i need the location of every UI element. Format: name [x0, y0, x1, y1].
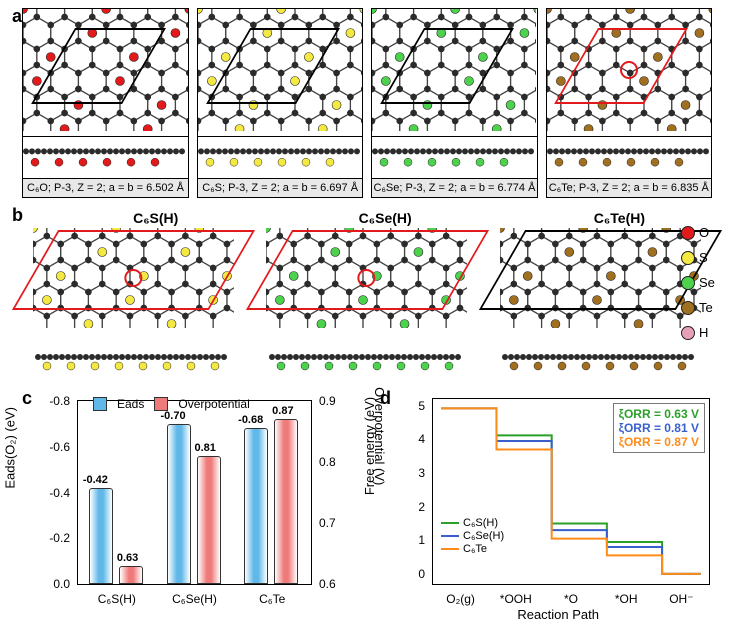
eta-row: ξORR = 0.63 V: [619, 407, 699, 421]
d-ytick: 0: [418, 567, 425, 581]
panel-a: C₆O; P-3, Z = 2; a = b = 6.502 Å C₆S; P-3…: [22, 8, 712, 198]
legend-row: Te: [681, 300, 731, 315]
xtick: C₆Se(H): [172, 592, 217, 606]
ytick-right: 0.7: [319, 516, 336, 530]
ytick-left: -0.8: [49, 394, 70, 408]
d-legend-row: C₆Te: [441, 543, 504, 555]
struct-caption: C₆S; P-3, Z = 2; a = b = 6.697 Å: [198, 179, 362, 197]
legend-text: Te: [699, 300, 713, 315]
panel-label-a: a: [12, 6, 22, 27]
bar-label: 0.63: [117, 552, 138, 564]
legend-icon: [681, 326, 695, 340]
ytick-right: 0.9: [319, 394, 336, 408]
ytick-right: 0.8: [319, 455, 336, 469]
d-ytick: 2: [418, 500, 425, 514]
bar-label: 0.87: [272, 405, 293, 417]
panel-b: C₆S(H) C₆Se(H) C₆Te(H): [22, 210, 712, 375]
bar-eads: [89, 488, 113, 584]
supercell-label: C₆Se(H): [359, 210, 412, 226]
legend-icon: [681, 301, 695, 315]
supercell-label: C₆S(H): [133, 210, 178, 226]
legend-icon: [681, 251, 695, 265]
bar-label: 0.81: [195, 442, 216, 454]
legend: OS Se Te H: [681, 225, 731, 350]
ytick-left: -0.2: [49, 531, 70, 545]
d-x-label: Reaction Path: [517, 607, 599, 622]
xtick: C₆Te: [259, 592, 285, 606]
supercell-label: C₆Te(H): [594, 210, 645, 226]
eta-row: ξORR = 0.87 V: [619, 435, 699, 449]
panel-c: EadsOverpotential0.0-0.2-0.4-0.6-0.80.60…: [22, 390, 367, 620]
ytick-right: 0.6: [319, 577, 336, 591]
struct-caption: C₆Te; P-3, Z = 2; a = b = 6.835 Å: [547, 179, 711, 197]
bar-overpotential: [119, 566, 143, 584]
ytick-left: -0.4: [49, 486, 70, 500]
chart-c-area: EadsOverpotential0.0-0.2-0.4-0.6-0.80.60…: [77, 400, 312, 585]
bar-label: -0.42: [83, 474, 108, 486]
struct-caption: C₆Se; P-3, Z = 2; a = b = 6.774 Å: [372, 179, 536, 197]
d-xtick: OH⁻: [669, 592, 693, 606]
panel-d: 012345O₂(g)*OOH*O*OHOH⁻ξORR = 0.63 VξORR…: [380, 390, 720, 620]
legend-row: O: [681, 225, 731, 240]
struct-box: C₆O; P-3, Z = 2; a = b = 6.502 Å: [22, 8, 189, 198]
d-legend-row: C₆Se(H): [441, 530, 504, 542]
bar-overpotential: [274, 419, 298, 584]
ytick-left: -0.6: [49, 440, 70, 454]
d-xtick: *OH: [615, 592, 638, 606]
struct-box: C₆Te; P-3, Z = 2; a = b = 6.835 Å: [546, 8, 712, 198]
bar-eads: [244, 428, 268, 584]
legend-row: H: [681, 325, 731, 340]
legend-text: O: [699, 225, 709, 240]
d-y-label: Free energy (eV): [362, 397, 377, 495]
d-xtick: *O: [564, 592, 578, 606]
legend-icon: [681, 276, 695, 290]
bar-label: -0.68: [238, 414, 263, 426]
legend-icon: [681, 226, 695, 240]
d-ytick: 1: [418, 533, 425, 547]
supercell: C₆Se(H): [255, 210, 478, 375]
d-ytick: 4: [418, 432, 425, 446]
legend-text: H: [699, 325, 708, 340]
d-legend-row: C₆S(H): [441, 517, 504, 529]
legend-text: Se: [699, 275, 715, 290]
d-xtick: O₂(g): [446, 592, 475, 606]
chart-d-area: 012345O₂(g)*OOH*O*OHOH⁻ξORR = 0.63 VξORR…: [432, 398, 710, 585]
bar-eads: [167, 424, 191, 584]
xtick: C₆S(H): [98, 592, 136, 606]
supercell: C₆S(H): [22, 210, 245, 375]
legend-text: S: [699, 250, 708, 265]
eta-row: ξORR = 0.81 V: [619, 421, 699, 435]
d-xtick: *OOH: [500, 592, 532, 606]
legend-row: S: [681, 250, 731, 265]
struct-box: C₆Se; P-3, Z = 2; a = b = 6.774 Å: [371, 8, 537, 198]
bar-label: -0.70: [161, 410, 186, 422]
c-y-left-label: Eads(O₂) (eV): [3, 407, 18, 489]
struct-caption: C₆O; P-3, Z = 2; a = b = 6.502 Å: [23, 179, 188, 197]
ytick-left: 0.0: [53, 577, 70, 591]
d-ytick: 5: [418, 399, 425, 413]
d-series-legend: C₆S(H)C₆Se(H)C₆Te: [441, 516, 504, 556]
struct-box: C₆S; P-3, Z = 2; a = b = 6.697 Å: [197, 8, 363, 198]
d-ytick: 3: [418, 466, 425, 480]
legend-row: Se: [681, 275, 731, 290]
eta-box: ξORR = 0.63 VξORR = 0.81 VξORR = 0.87 V: [613, 403, 705, 453]
supercell: C₆Te(H): [489, 210, 712, 375]
bar-overpotential: [197, 456, 221, 584]
